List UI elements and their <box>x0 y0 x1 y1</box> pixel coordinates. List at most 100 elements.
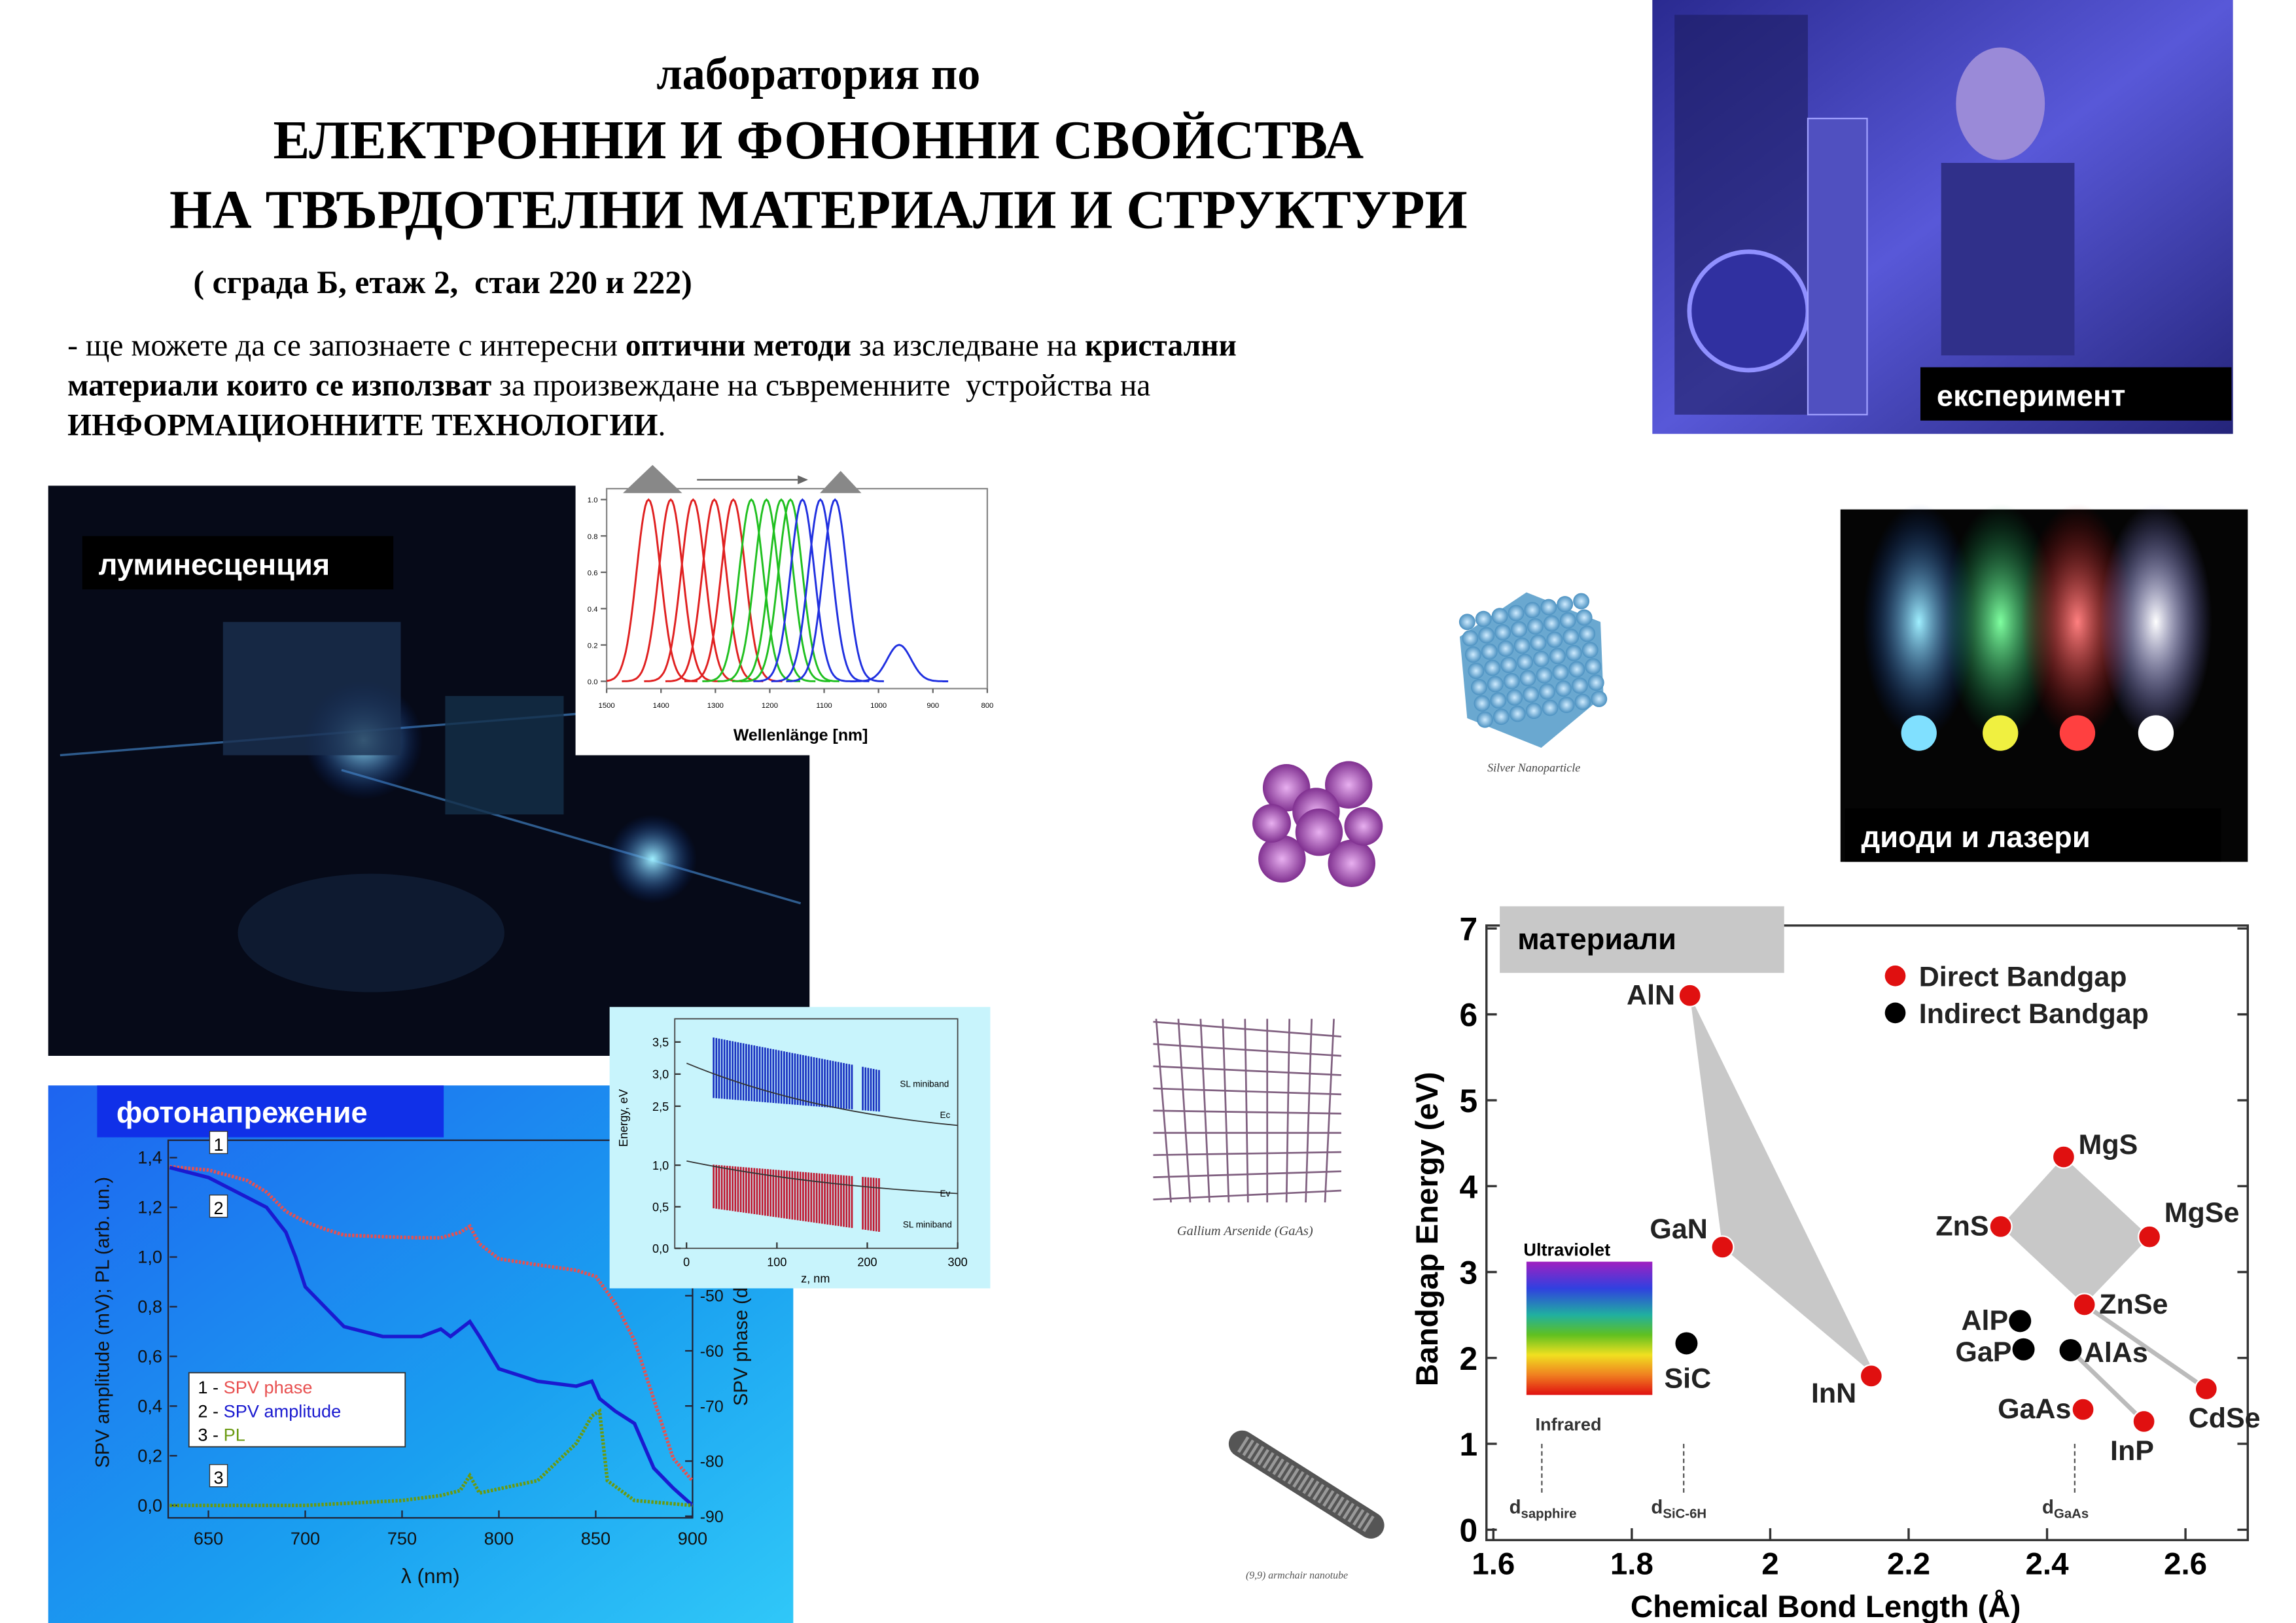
point-label: InN <box>1811 1378 1856 1409</box>
x-tick-label: 100 <box>767 1255 786 1268</box>
structure-gaas: Gallium Arsenide (GaAs) <box>1153 1019 1342 1238</box>
point <box>2059 1339 2082 1361</box>
y2-tick-label: -90 <box>700 1508 724 1526</box>
point-label: AlAs <box>2084 1337 2148 1369</box>
atom <box>1568 661 1585 678</box>
point-label: CdSe <box>2189 1403 2261 1434</box>
description-text: материали които се използват <box>67 368 491 402</box>
y2-tick-label: -50 <box>700 1287 724 1306</box>
description-line: - ще можете да се запознаете с интересни… <box>67 328 1237 362</box>
atom <box>1462 630 1479 647</box>
photo-label: експеримент <box>1937 379 2126 412</box>
y-tick-label: 0,8 <box>137 1297 162 1317</box>
point-label: SiC <box>1664 1363 1711 1394</box>
photo-diodes: диоди и лазери <box>1840 503 2248 862</box>
atom <box>1591 691 1608 707</box>
x-tick-label: 2.2 <box>1887 1546 1930 1581</box>
atom <box>1478 627 1495 644</box>
curves <box>607 498 949 682</box>
marker-main: d <box>2042 1496 2054 1518</box>
x-axis-label: Chemical Bond Length (Å) <box>1631 1589 2021 1623</box>
atom <box>1492 708 1510 725</box>
y-tick-label: 1.0 <box>588 497 598 504</box>
spectrum-peak <box>850 644 949 682</box>
atom <box>1574 693 1591 710</box>
atom <box>1557 596 1574 613</box>
curve-tag-box <box>209 1130 228 1155</box>
atom <box>1525 703 1542 720</box>
photo-experiment: експеримент <box>1652 0 2233 434</box>
atom <box>1563 628 1580 645</box>
y-tick-label: 0,0 <box>137 1495 162 1515</box>
bond <box>1285 1019 1291 1203</box>
title-line: ЕЛЕКТРОННИ И ФОНОННИ СВОЙСТВА <box>273 110 1364 171</box>
spectrum-chart: 0.0 0.2 0.4 0.6 0.8 1.0 1500 1400 1300 1200 1100 10… <box>575 462 1006 756</box>
atom <box>1519 670 1536 687</box>
title-line: НА ТВЪРДОТЕЛНИ МАТЕРИАЛИ И СТРУКТУРИ <box>169 180 1468 241</box>
spectrum-peak <box>684 498 783 682</box>
marker-sub: SiC-6H <box>1663 1507 1706 1521</box>
atom <box>1536 667 1553 684</box>
annotation: SL miniband <box>903 1220 952 1230</box>
marker-main: d <box>1651 1496 1663 1518</box>
atom <box>1555 680 1572 697</box>
y-tick-label: 4 <box>1459 1168 1477 1205</box>
y-tick-label: 3 <box>1459 1255 1477 1291</box>
y-tick-label: 0,0 <box>652 1242 669 1255</box>
x-tick-label: 1500 <box>599 702 615 710</box>
atom <box>1573 593 1590 610</box>
atom <box>1506 689 1523 706</box>
atom <box>1500 656 1517 673</box>
bond <box>1153 1170 1341 1178</box>
x-tick-label: 2.4 <box>2026 1546 2070 1581</box>
line-series <box>169 1166 694 1507</box>
x-tick-label: 200 <box>857 1255 877 1268</box>
y-tick-label: 0.2 <box>588 642 598 650</box>
y-tick-label: 2,5 <box>652 1100 669 1113</box>
spectrum-peak <box>644 498 743 682</box>
x-tick-label: 0 <box>683 1255 690 1268</box>
link <box>2083 1302 2208 1391</box>
curve-tag: 2 <box>213 1198 223 1218</box>
point <box>2012 1338 2035 1361</box>
legend-key: 2 - <box>198 1401 223 1421</box>
x-tick-label: 650 <box>194 1528 223 1548</box>
y-axis-label: SPV amplitude (mV); PL (arb. un.) <box>92 1177 114 1468</box>
point <box>2071 1397 2095 1422</box>
spectrum-peak <box>665 498 764 682</box>
legend-marker <box>1884 1002 1906 1024</box>
spectrum-peak <box>732 498 830 682</box>
atom <box>1540 599 1557 616</box>
marker-label: dsapphire <box>1510 1496 1577 1521</box>
description-line: ИНФОРМАЦИОННИТЕ ТЕХНОЛОГИИ. <box>67 409 665 443</box>
atom <box>1513 637 1530 654</box>
point-label: AlP <box>1961 1305 2008 1336</box>
legend-name: SPV amplitude <box>224 1401 342 1421</box>
atom <box>1490 692 1507 709</box>
atom <box>1487 676 1504 693</box>
point <box>1859 1364 1883 1388</box>
point <box>2051 1145 2076 1169</box>
structure-cube <box>1252 761 1383 887</box>
atom <box>1530 634 1547 651</box>
x-axis-label: λ (nm) <box>401 1564 460 1588</box>
point-label: GaN <box>1650 1213 1707 1245</box>
marker-label: dSiC-6H <box>1651 1496 1706 1521</box>
atom <box>1585 658 1602 675</box>
x-tick-label: 300 <box>948 1255 968 1268</box>
band-edge <box>686 1062 958 1126</box>
point-label: GaP <box>1955 1336 2011 1368</box>
point <box>1988 1214 2013 1239</box>
line-series <box>169 1408 693 1508</box>
bandgap-chart: материали 0 1 2 3 4 5 6 7 1.6 1.8 2 2.2 2.4 2.6 Chemic… <box>1410 906 2261 1623</box>
atom <box>1484 659 1501 676</box>
description-text: ИНФОРМАЦИОННИТЕ ТЕХНОЛОГИИ <box>67 409 658 443</box>
curve-tag: 1 <box>213 1134 223 1155</box>
spectrum-peak <box>786 498 885 682</box>
atom <box>1481 643 1498 660</box>
bond <box>1153 1021 1342 1038</box>
bond <box>1153 1151 1341 1157</box>
y-tick-label: 1,0 <box>137 1247 162 1267</box>
y-tick-label: 1,4 <box>137 1147 162 1168</box>
